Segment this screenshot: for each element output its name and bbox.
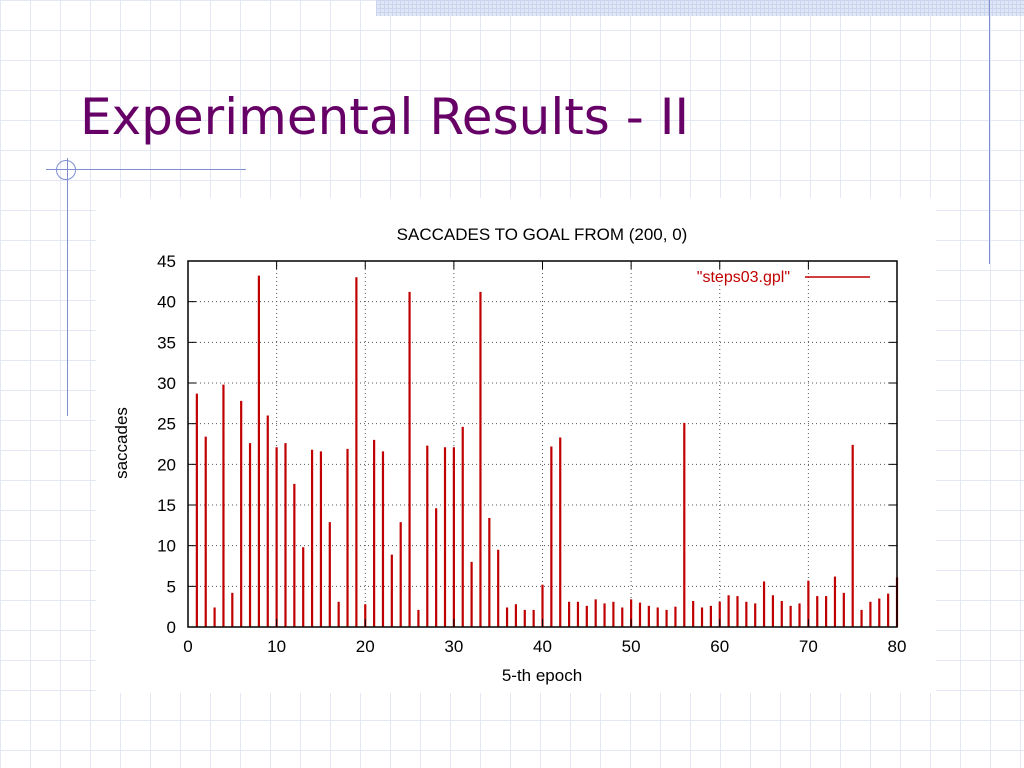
y-tick-label: 45 bbox=[157, 252, 176, 271]
x-tick-label: 50 bbox=[622, 637, 641, 656]
y-tick-label: 30 bbox=[157, 374, 176, 393]
title-underline-decoration bbox=[46, 169, 246, 170]
circle-ornament bbox=[56, 160, 76, 180]
plot-frame bbox=[187, 260, 898, 628]
y-tick-label: 10 bbox=[157, 537, 176, 556]
saccades-chart: SACCADES TO GOAL FROM (200, 0) 5-th epoc… bbox=[112, 225, 906, 685]
y-tick-label: 35 bbox=[157, 333, 176, 352]
x-tick-label: 0 bbox=[183, 637, 192, 656]
x-axis-label: 5-th epoch bbox=[502, 666, 582, 685]
legend: "steps03.gpl" bbox=[697, 269, 870, 286]
chart-panel: SACCADES TO GOAL FROM (200, 0) 5-th epoc… bbox=[96, 198, 936, 693]
x-tick-label: 40 bbox=[533, 637, 552, 656]
left-vertical-decoration bbox=[67, 158, 68, 416]
axis-ticks: 0 5 10 15 20 25 30 35 40 45 0 10 20 30 40 50 60 70 80 bbox=[157, 252, 906, 656]
slide-title: Experimental Results - II bbox=[80, 88, 690, 146]
x-tick-label: 70 bbox=[799, 637, 818, 656]
x-tick-label: 10 bbox=[267, 637, 286, 656]
right-vertical-decoration bbox=[989, 0, 990, 264]
chart-title: SACCADES TO GOAL FROM (200, 0) bbox=[397, 225, 688, 244]
y-axis-label: saccades bbox=[112, 407, 131, 479]
x-tick-label: 60 bbox=[710, 637, 729, 656]
x-tick-label: 20 bbox=[356, 637, 375, 656]
y-tick-label: 5 bbox=[167, 577, 176, 596]
y-tick-label: 0 bbox=[167, 618, 176, 637]
y-tick-label: 40 bbox=[157, 293, 176, 312]
data-bars bbox=[195, 275, 899, 627]
y-tick-label: 25 bbox=[157, 415, 176, 434]
y-tick-label: 15 bbox=[157, 496, 176, 515]
y-tick-label: 20 bbox=[157, 455, 176, 474]
x-tick-label: 80 bbox=[888, 637, 907, 656]
header-pattern-band bbox=[376, 0, 1024, 16]
legend-label: "steps03.gpl" bbox=[697, 269, 790, 286]
x-tick-label: 30 bbox=[444, 637, 463, 656]
